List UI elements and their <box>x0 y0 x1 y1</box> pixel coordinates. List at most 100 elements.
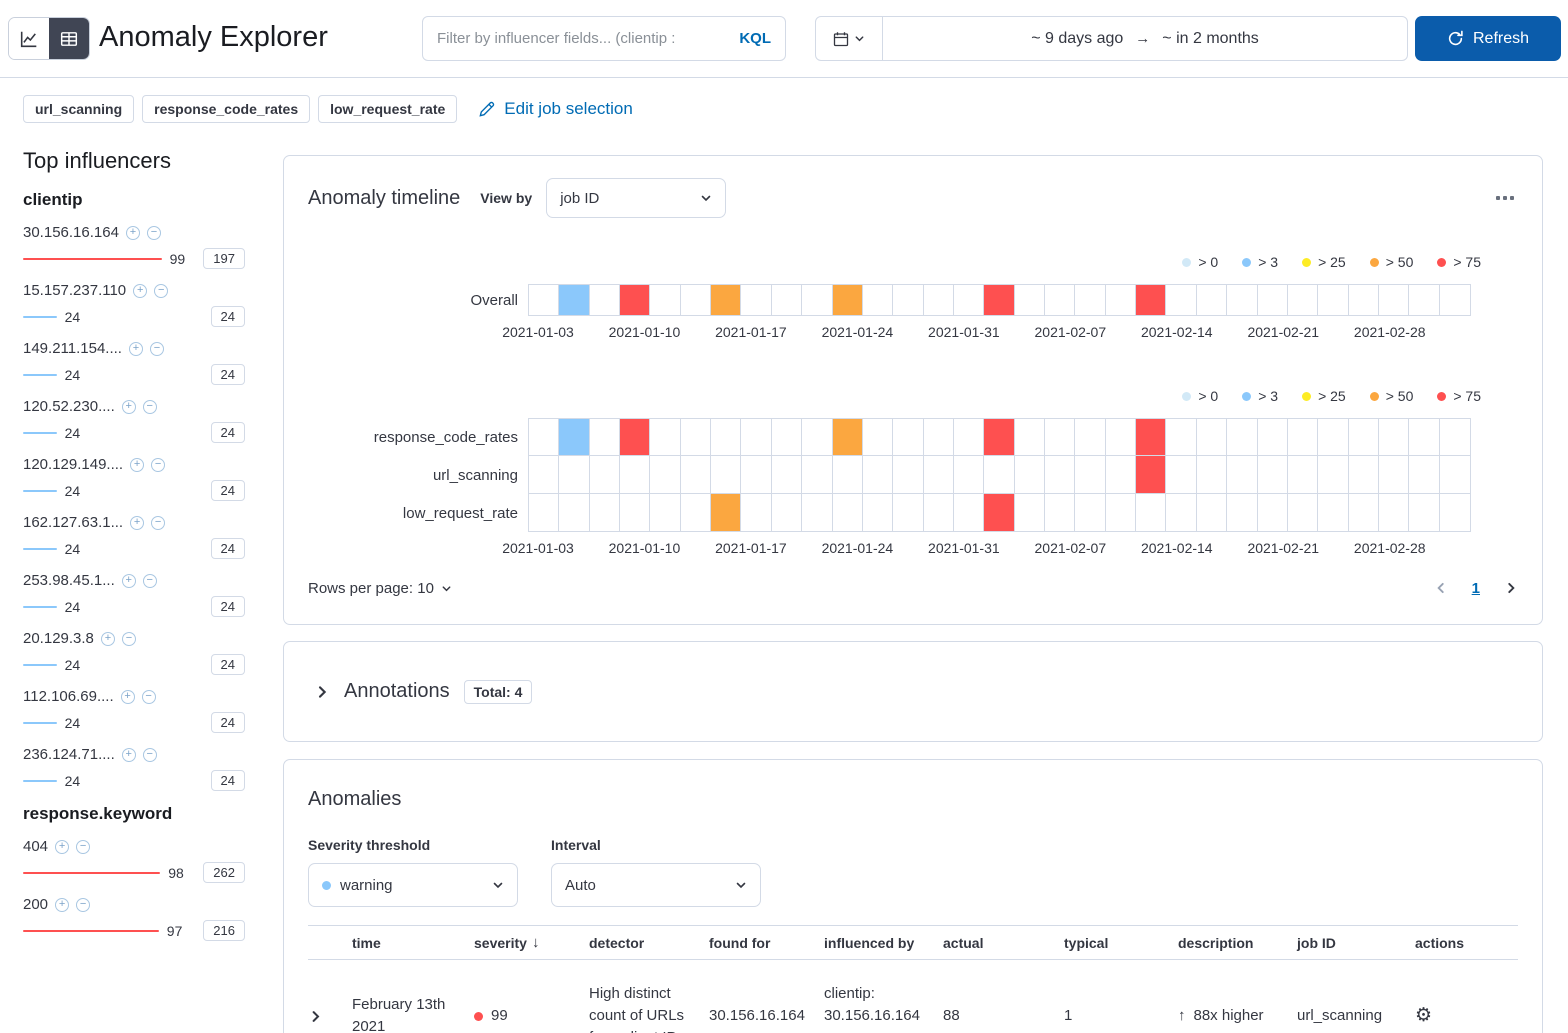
remove-filter-icon[interactable]: − <box>141 689 156 704</box>
swimlane-cell[interactable] <box>924 285 954 315</box>
swimlane-cell[interactable] <box>1227 419 1258 455</box>
prev-page-icon[interactable] <box>1434 581 1448 595</box>
edit-job-selection-link[interactable]: Edit job selection <box>478 99 633 119</box>
swimlane-cell[interactable] <box>559 456 590 493</box>
column-header-job-ID[interactable]: job ID <box>1297 934 1336 951</box>
swimlane-cell[interactable] <box>529 419 560 455</box>
remove-filter-icon[interactable]: − <box>121 631 136 646</box>
swimlane-cell[interactable] <box>1136 494 1167 531</box>
interval-select[interactable]: Auto <box>551 863 761 907</box>
remove-filter-icon[interactable]: − <box>76 839 91 854</box>
influencer-name[interactable]: 15.157.237.110 <box>23 282 127 299</box>
column-header-typical[interactable]: typical <box>1064 934 1109 951</box>
remove-filter-icon[interactable]: − <box>142 573 157 588</box>
swimlane-cell[interactable] <box>590 456 621 493</box>
remove-filter-icon[interactable]: − <box>142 399 157 414</box>
swimlane-cell[interactable] <box>893 419 924 455</box>
swimlane-cell[interactable] <box>529 456 560 493</box>
swimlane-cell[interactable] <box>832 285 863 315</box>
swimlane-cell[interactable] <box>1379 285 1410 315</box>
swimlane-cell[interactable] <box>984 285 1015 315</box>
swimlane-cell[interactable] <box>620 456 651 493</box>
swimlane-cell[interactable] <box>893 456 924 493</box>
swimlane-cell[interactable] <box>1136 419 1167 455</box>
swimlane-cell[interactable] <box>1015 494 1046 531</box>
refresh-button[interactable]: Refresh <box>1415 16 1561 61</box>
swimlane-cell[interactable] <box>1166 419 1197 455</box>
swimlane-cell[interactable] <box>529 494 560 531</box>
swimlane-cell[interactable] <box>1288 494 1319 531</box>
swimlane-cell[interactable] <box>802 494 833 531</box>
swimlane-cell[interactable] <box>620 419 651 455</box>
swimlane-cell[interactable] <box>1197 285 1228 315</box>
swimlane-cell[interactable] <box>1349 419 1379 455</box>
swimlane-cell[interactable] <box>1166 285 1197 315</box>
swimlane-cell[interactable] <box>1166 494 1197 531</box>
rows-per-page-select[interactable]: Rows per page: 10 <box>308 580 452 597</box>
remove-filter-icon[interactable]: − <box>151 457 166 472</box>
severity-threshold-select[interactable]: warning <box>308 863 518 907</box>
expand-row-icon[interactable] <box>308 1009 323 1024</box>
influencer-name[interactable]: 404 <box>23 838 49 855</box>
swimlane-cell[interactable] <box>1288 285 1319 315</box>
influencer-name[interactable]: 253.98.45.1... <box>23 572 115 589</box>
influencer-name[interactable]: 120.129.149.... <box>23 456 124 473</box>
column-header-time[interactable]: time <box>352 934 381 951</box>
swimlane-cell[interactable] <box>1045 494 1076 531</box>
swimlane-cell[interactable] <box>711 419 742 455</box>
swimlane-cell[interactable] <box>1318 285 1349 315</box>
swimlane-cell[interactable] <box>954 285 985 315</box>
swimlane-cell[interactable] <box>590 494 621 531</box>
add-filter-icon[interactable]: + <box>133 283 148 298</box>
swimlane-cell[interactable] <box>1015 285 1046 315</box>
add-filter-icon[interactable]: + <box>130 515 145 530</box>
swimlane-cell[interactable] <box>1440 285 1470 315</box>
column-header-detector[interactable]: detector <box>589 934 645 951</box>
swimlane-cell[interactable] <box>1075 419 1106 455</box>
add-filter-icon[interactable]: + <box>130 457 145 472</box>
swimlane-cell[interactable] <box>1258 456 1288 493</box>
date-end-button[interactable]: ~ in 2 months <box>1162 29 1259 47</box>
next-page-icon[interactable] <box>1504 581 1518 595</box>
swimlane-cell[interactable] <box>681 494 712 531</box>
swimlane-cell[interactable] <box>1197 456 1228 493</box>
swimlane-cell[interactable] <box>1318 456 1349 493</box>
column-header-actions[interactable]: actions <box>1415 934 1465 951</box>
charts-view-button[interactable] <box>9 18 49 59</box>
swimlane-cell[interactable] <box>1015 456 1046 493</box>
swimlane-cell[interactable] <box>984 419 1015 455</box>
swimlane-cell[interactable] <box>650 285 681 315</box>
column-header-actual[interactable]: actual <box>943 934 984 951</box>
swimlane-cell[interactable] <box>1106 494 1137 531</box>
swimlane-cell[interactable] <box>650 494 681 531</box>
swimlane-cell[interactable] <box>1227 494 1258 531</box>
add-filter-icon[interactable]: + <box>55 839 70 854</box>
swimlane-cell[interactable] <box>1440 494 1470 531</box>
swimlane-cell[interactable] <box>893 285 924 315</box>
swimlane-cell[interactable] <box>559 419 590 455</box>
swimlane-cell[interactable] <box>1227 285 1258 315</box>
remove-filter-icon[interactable]: − <box>76 897 91 912</box>
date-start-button[interactable]: ~ 9 days ago <box>1031 29 1124 47</box>
swimlane-cell[interactable] <box>772 494 803 531</box>
swimlane-cell[interactable] <box>681 419 712 455</box>
swimlane-cell[interactable] <box>1106 419 1137 455</box>
swimlane-cell[interactable] <box>863 494 894 531</box>
view-by-select[interactable]: job ID <box>546 178 727 218</box>
swimlane-cell[interactable] <box>772 456 803 493</box>
swimlane-cell[interactable] <box>741 285 772 315</box>
swimlane-cell[interactable] <box>924 456 954 493</box>
swimlane-cell[interactable] <box>1379 419 1410 455</box>
swimlane-cell[interactable] <box>1075 494 1106 531</box>
swimlane-cell[interactable] <box>1045 419 1076 455</box>
swimlane-cell[interactable] <box>1379 494 1410 531</box>
influencer-name[interactable]: 162.127.63.1... <box>23 514 124 531</box>
swimlane-cell[interactable] <box>590 419 621 455</box>
swimlane-cell[interactable] <box>954 494 985 531</box>
swimlane-view-button[interactable] <box>49 18 89 59</box>
column-header-severity[interactable]: severity ↓ <box>474 934 540 951</box>
swimlane-cell[interactable] <box>711 456 742 493</box>
swimlane-cell[interactable] <box>559 285 590 315</box>
remove-filter-icon[interactable]: − <box>149 341 164 356</box>
swimlane-cell[interactable] <box>711 285 742 315</box>
